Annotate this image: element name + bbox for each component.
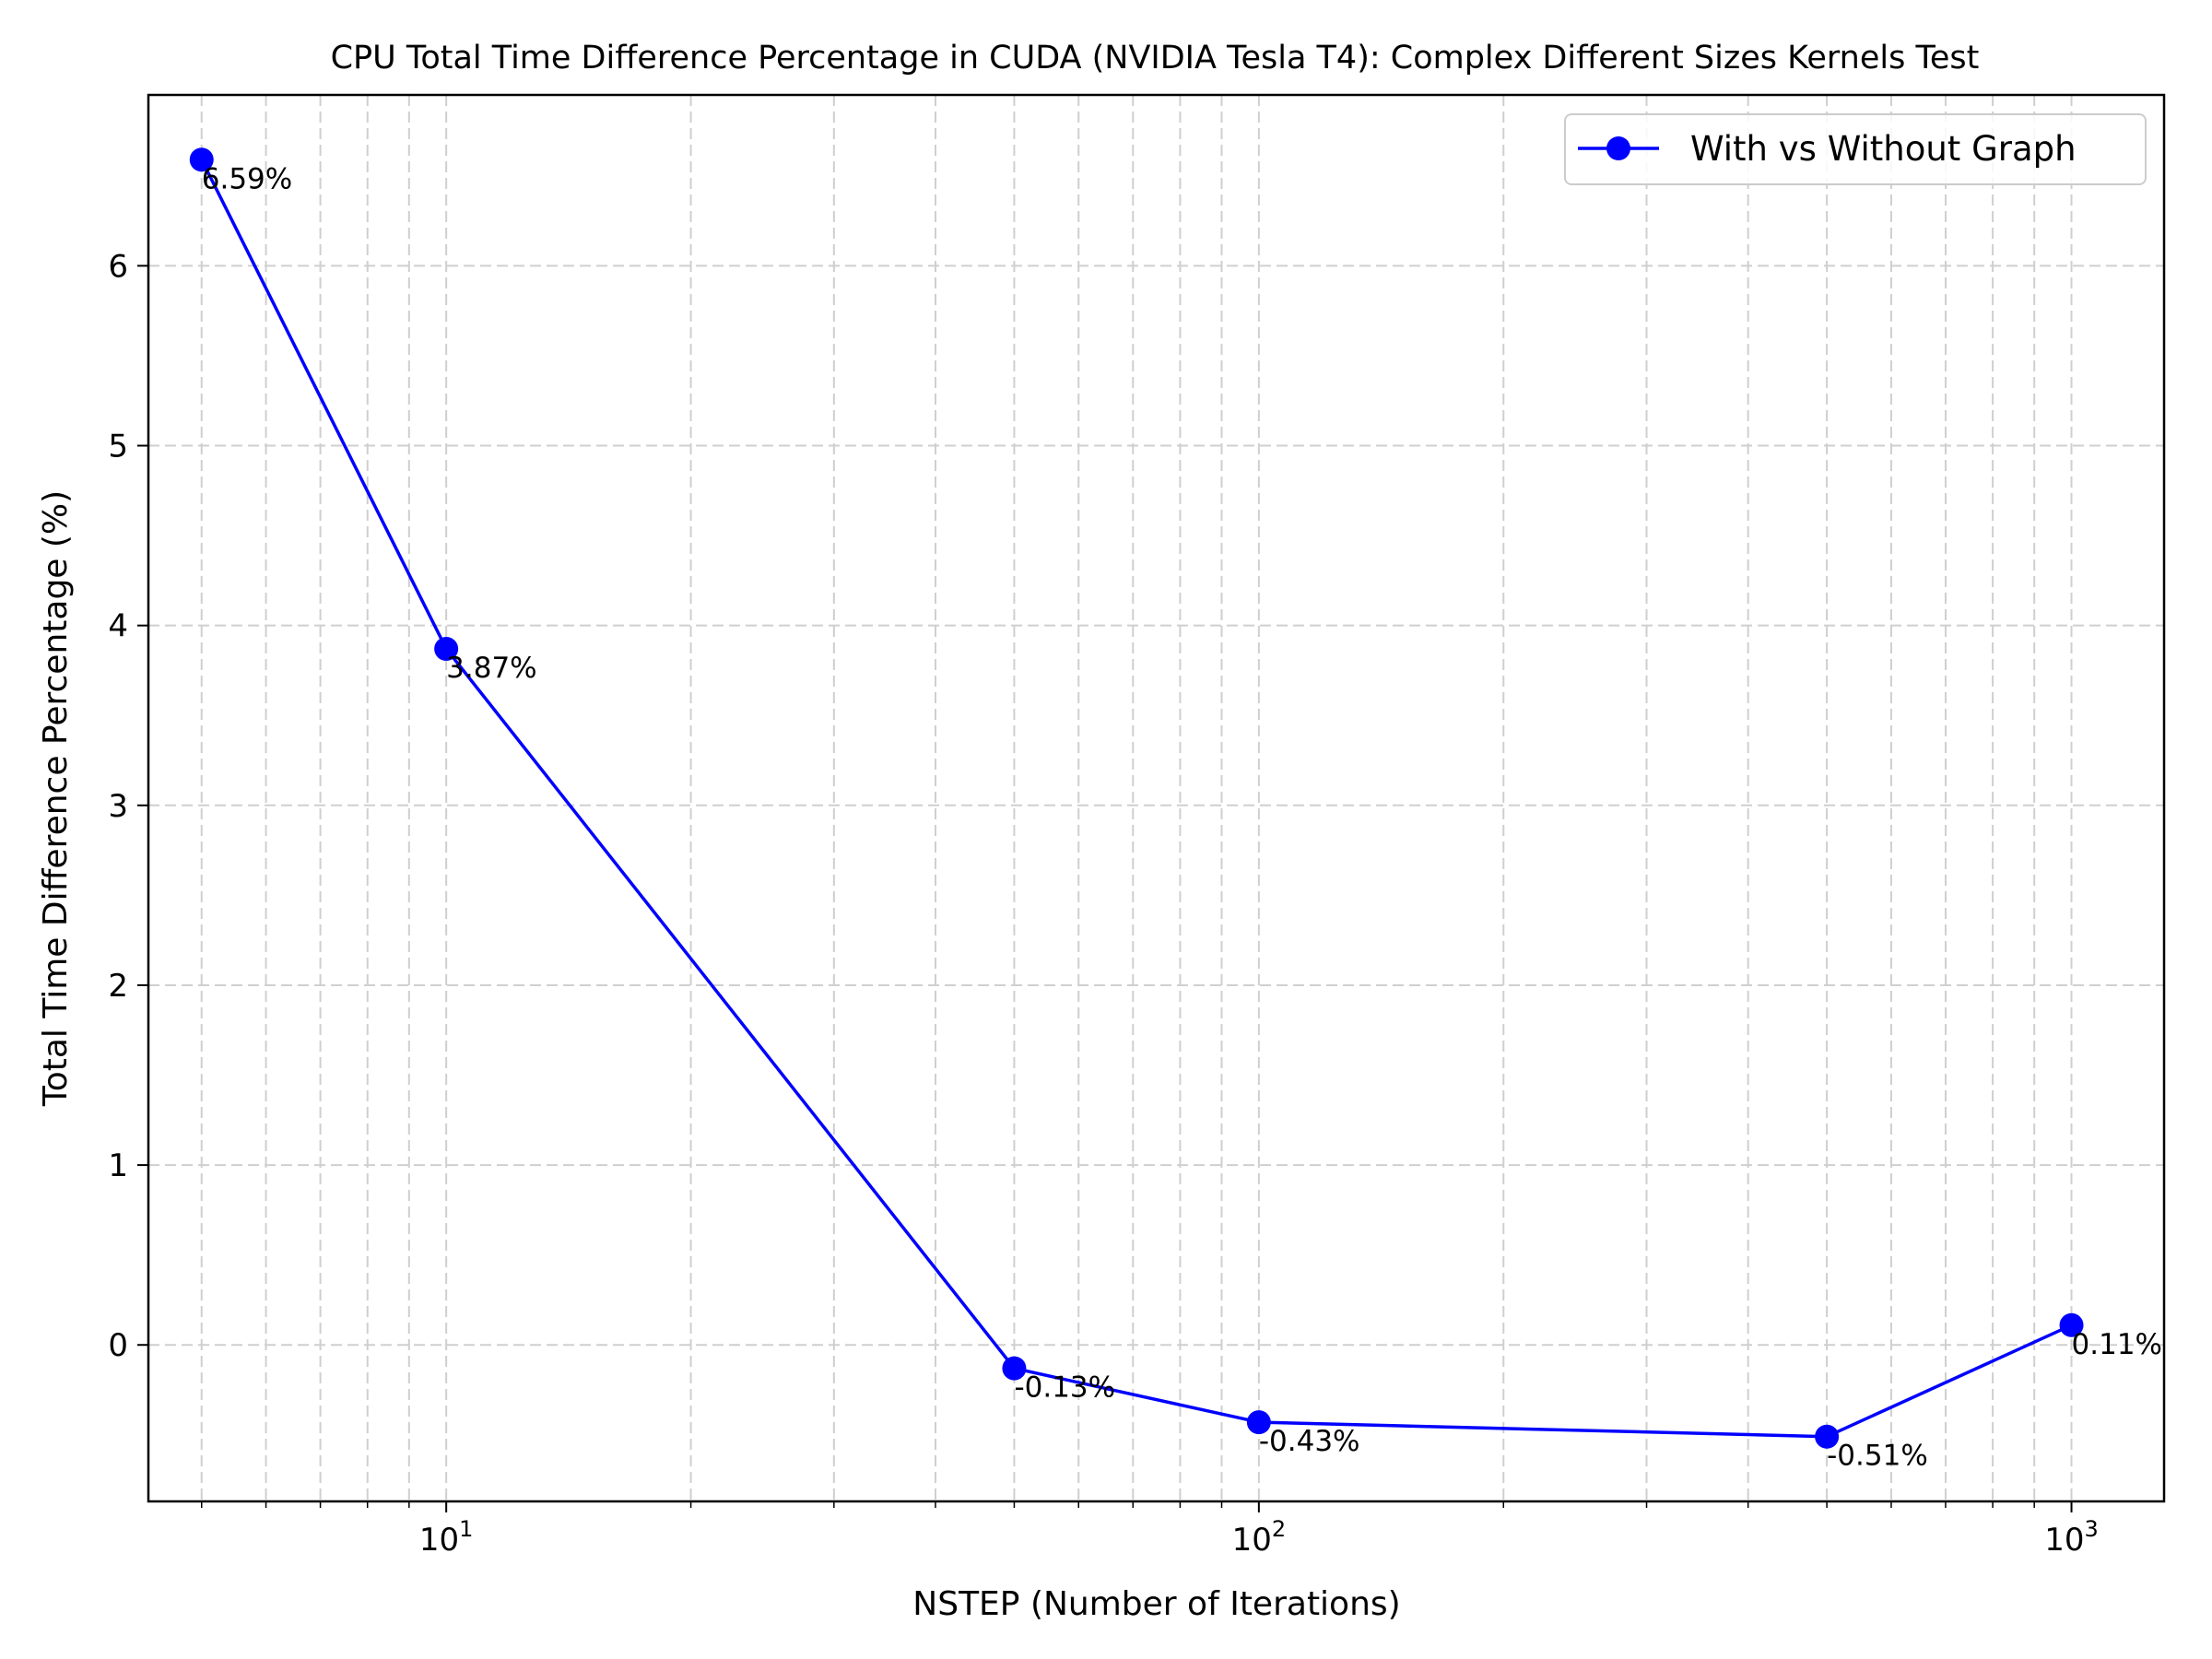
data-point [1002,1356,1027,1381]
y-tick-label: 6 [108,248,128,285]
y-tick-label: 3 [108,788,128,825]
legend: With vs Without Graph [1564,113,2147,185]
series-line-layer [200,159,2073,1439]
y-axis-label: Total Time Difference Percentage (%) [37,490,75,1107]
legend-marker-swatch [1606,136,1630,160]
y-tick-label: 1 [108,1147,128,1184]
x-tick-label: 103 [2044,1516,2099,1559]
x-axis-ticks: 101 102 103 [201,1501,2099,1559]
x-tick-label: 101 [419,1516,474,1559]
data-label: 0.11% [2072,1328,2162,1361]
plot-frame [147,93,2166,1503]
data-label: -0.43% [1259,1425,1360,1458]
x-tick-label: 102 [1232,1516,1287,1559]
data-markers [189,147,2084,1449]
data-label: 6.59% [202,162,292,195]
series-line [200,159,2073,1439]
data-point [1246,1410,1271,1435]
data-label: 3.87% [446,652,536,685]
y-axis-ticks: 0 1 2 3 4 5 6 [108,248,148,1364]
y-tick-label: 4 [108,608,128,645]
data-point [434,637,459,662]
data-point [1815,1424,1840,1449]
legend-label: With vs Without Graph [1690,129,2077,169]
y-tick-label: 0 [108,1327,128,1364]
y-tick-label: 5 [108,429,128,465]
grid [148,95,2164,1501]
data-point [2059,1312,2084,1337]
data-label: -0.51% [1827,1440,1928,1473]
data-label: -0.13% [1014,1371,1115,1405]
data-labels: 6.59% 3.87% -0.13% -0.43% -0.51% 0.11% [202,162,2162,1472]
x-axis-label: NSTEP (Number of Iterations) [912,1585,1400,1623]
chart-title: CPU Total Time Difference Percentage in … [331,40,1980,76]
legend-box [1564,113,2147,185]
data-point [189,147,214,172]
y-tick-label: 2 [108,968,128,1005]
